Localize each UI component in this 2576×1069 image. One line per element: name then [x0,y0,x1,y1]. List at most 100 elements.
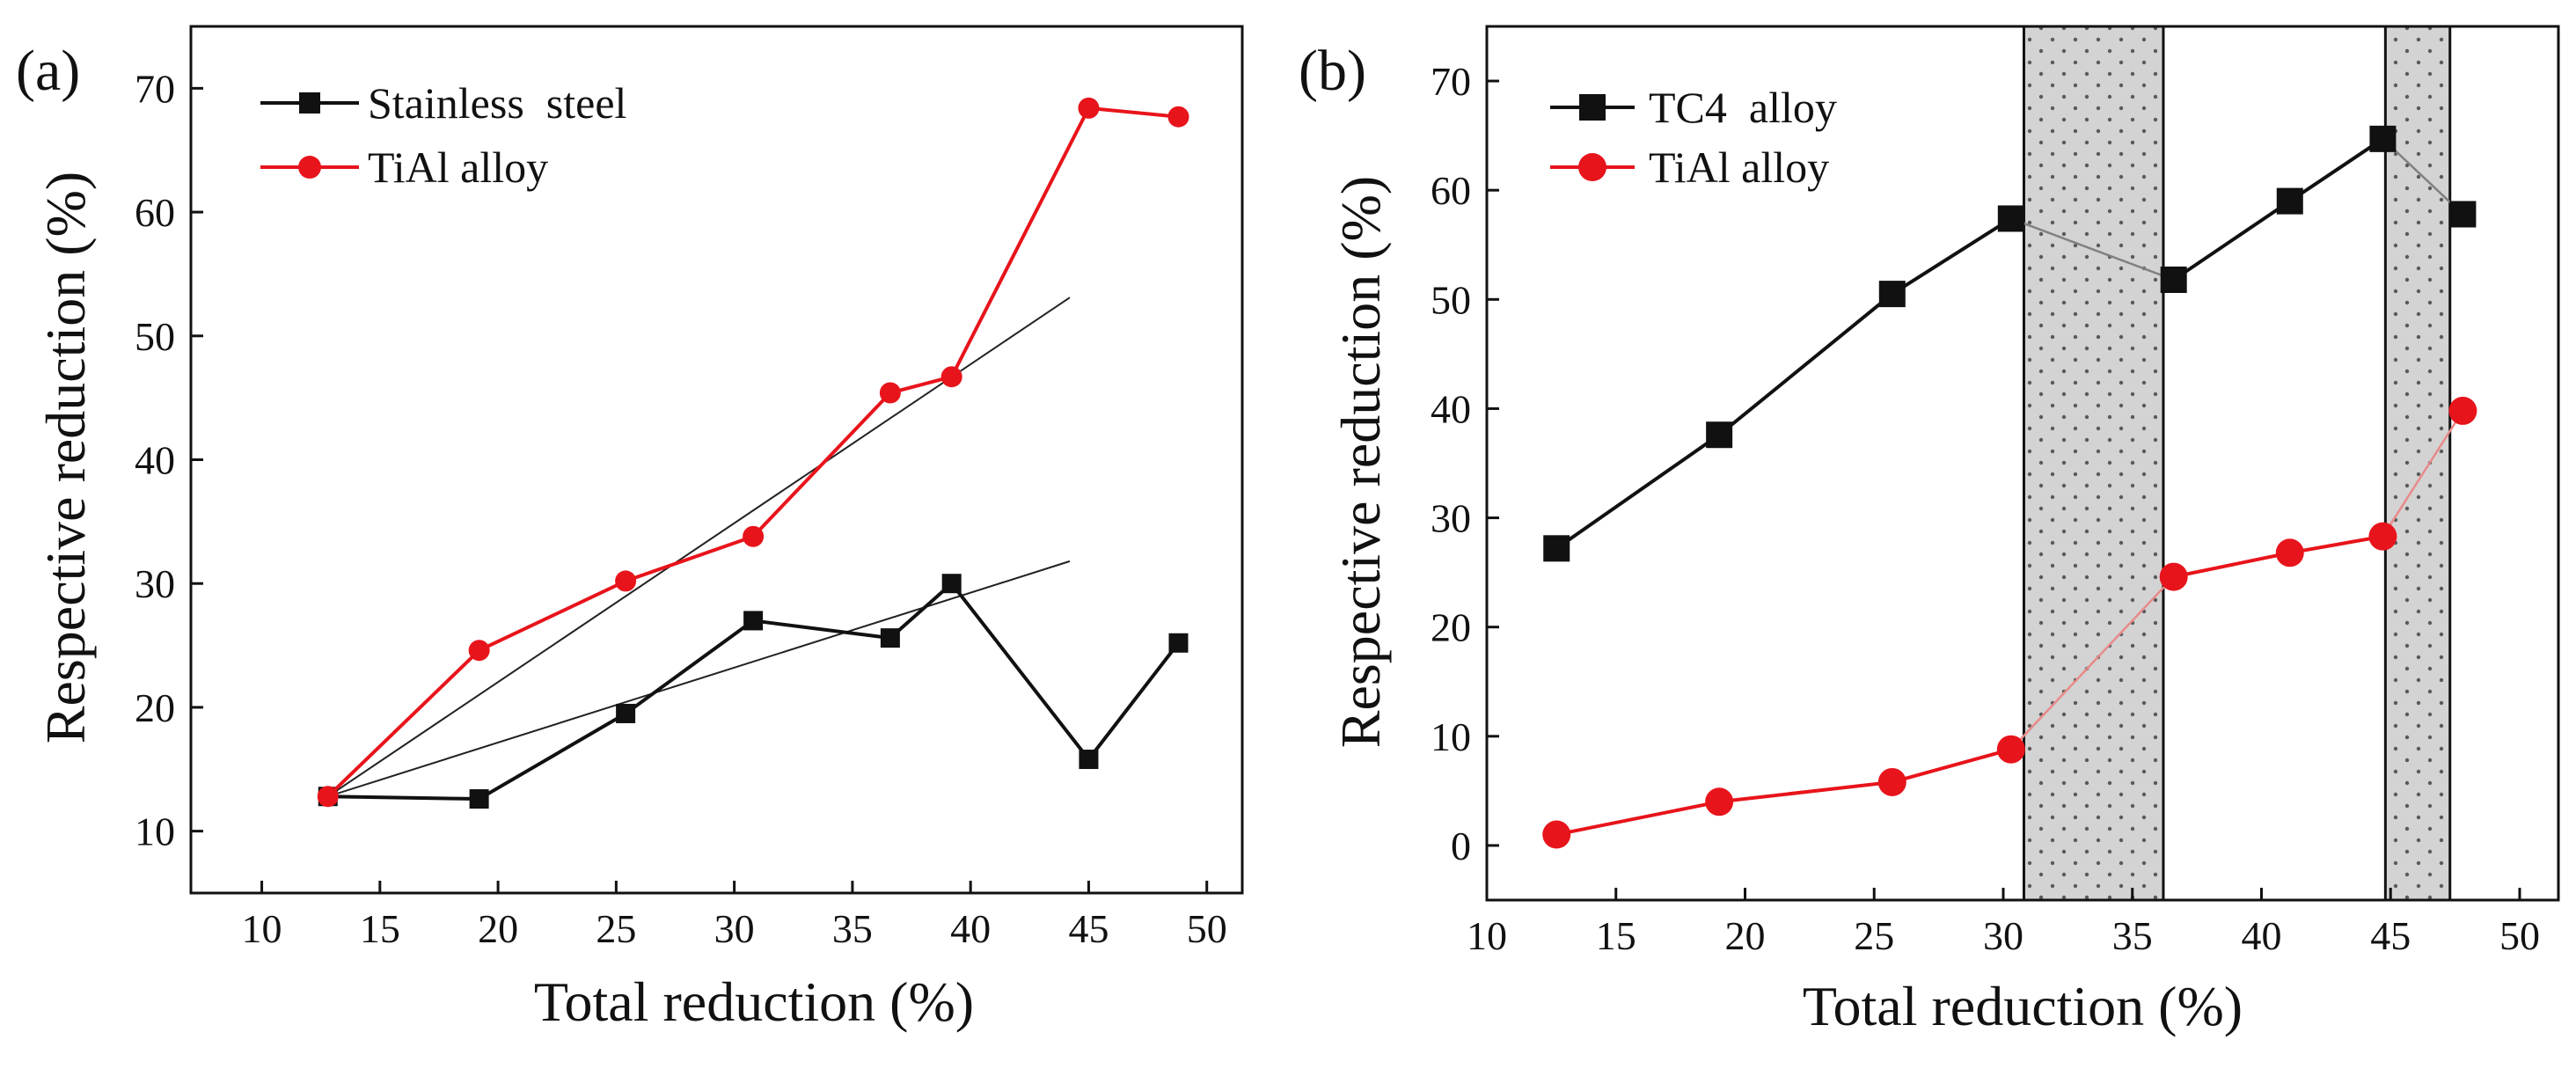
panel-a-tial-segment-1 [326,648,481,798]
panel-a-stainless-steel-segment-5 [889,582,954,640]
panel-a-x-axis-title: Total reduction (%) [534,970,974,1033]
panel-a-tial-point-1 [317,786,339,808]
panel-b-tial-segment-4 [2009,575,2175,750]
panel-a-y-tick-label-60: 60 [135,190,175,235]
panel-a-y-tick-label-10: 10 [135,809,175,854]
panel-b-y-tick-label-40: 40 [1431,386,1471,431]
panel-b: (b) 10 15 20 25 30 35 40 45 50 0 10 20 30 40 50 60 70 TC… [1299,25,2560,1037]
panel-a-axis-ticks: 10 15 20 25 30 35 40 45 50 10 20 30 40 50 60 70 [135,66,1227,951]
panel-b-tc4-segment-6 [2288,137,2384,203]
panel-b-x-tick-label-50: 50 [2499,913,2540,958]
panel-a-tial-point-2 [468,640,490,662]
panel-b-tc4-segment-7 [2382,137,2464,216]
panel-a-plot-frame [189,25,1244,895]
panel-a-tial-segment-2 [478,579,626,653]
panel-b-tc4-segment-2 [1717,292,1894,436]
panel-a-tial-point-5 [879,382,901,404]
panel-b-y-tick-label-50: 50 [1431,277,1471,322]
panel-a-y-tick-label-50: 50 [135,314,175,359]
panel-b-plot-frame [1485,25,2560,902]
panel-a-y-tick-label-40: 40 [135,438,175,483]
panel-a-x-tick-label-50: 50 [1187,906,1227,951]
panel-b-tial-segment-5 [2173,551,2291,579]
panel-b-tc4-point-8 [2449,201,2477,228]
panel-b-shaded-region-1 [2022,25,2165,902]
panel-a-stainless-steel-segment-4 [752,619,891,641]
panel-b-y-tick-label-60: 60 [1431,168,1471,213]
panel-a-y-tick-label-70: 70 [135,66,175,111]
panel-b-legend-label-tial: TiAl alloy [1649,143,1829,192]
panel-b-x-axis-title: Total reduction (%) [1803,975,2243,1037]
panel-b-tial-point-6 [2275,538,2304,567]
panel-b-tial-segment-7 [2382,410,2464,538]
panel-a-x-tick-label-30: 30 [714,906,755,951]
panel-a-stainless-steel-segment-2 [478,712,627,801]
panel-a-y-axis-title: Respective reduction (%) [34,172,97,743]
panel-a-y-tick-label-30: 30 [135,561,175,606]
panel-b-x-tick-label-15: 15 [1596,913,1636,958]
panel-a-stainless-steel-point-2 [469,789,489,809]
panel-b-x-tick-label-20: 20 [1724,913,1765,958]
panel-a-stainless-steel-segment-3 [624,619,755,715]
panel-a-stainless-steel-point-8 [1168,633,1189,653]
panel-a-stainless-steel-segment-6 [950,582,1091,761]
panel-b-tial-point-2 [1705,787,1734,816]
panel-a-fit-line-1 [327,560,1071,798]
panel-a-y-tick-label-20: 20 [135,685,175,730]
panel-b-series [1542,125,2477,849]
panel-a-x-tick-label-15: 15 [360,906,400,951]
panel-a-tial-point-4 [743,525,765,547]
panel-a-stainless-steel-point-7 [1079,750,1099,770]
panel-a-stainless-steel-point-3 [616,703,636,723]
panel-a-tial-segment-7 [1088,106,1179,119]
panel-b-tial-segment-1 [1555,800,1720,837]
panel-a-legend-label-tial: TiAl alloy [368,143,548,192]
panel-b-y-tick-label-70: 70 [1431,59,1471,104]
panel-b-legend-label-tc4: TC4 alloy [1649,83,1837,132]
panel-a-x-tick-label-45: 45 [1068,906,1109,951]
panel-b-x-tick-label-35: 35 [2112,913,2153,958]
panel-b-legend: TC4 alloy TiAl alloy [1550,83,1837,192]
panel-b-tial-point-3 [1877,767,1906,796]
panel-b-tc4-point-4 [1997,205,2024,232]
panel-b-tc4-segment-5 [2172,199,2291,282]
panel-b-tc4-segment-1 [1555,433,1721,550]
panel-a-tial-point-7 [1078,97,1100,119]
panel-b-x-tick-label-45: 45 [2370,913,2411,958]
panel-b-y-tick-label-20: 20 [1431,605,1471,650]
panel-b-x-tick-label-30: 30 [1983,913,2023,958]
panel-b-tial-point-4 [1996,735,2025,764]
panel-b-y-tick-label-30: 30 [1431,496,1471,541]
panel-b-label: (b) [1299,39,1366,103]
panel-a-x-tick-label-35: 35 [832,906,873,951]
panel-b-tial-point-8 [2448,396,2477,425]
panel-a-legend-marker-tial [298,156,321,179]
panel-b-y-tick-label-10: 10 [1431,714,1471,759]
panel-a-stainless-steel-point-5 [880,628,900,648]
panel-a-x-tick-label-25: 25 [596,906,636,951]
panel-a-series [317,97,1189,809]
panel-b-legend-marker-tial [1578,153,1606,181]
panel-b-tc4-point-3 [1878,281,1906,308]
panel-a-legend-label-stainless: Stainless steel [368,78,626,128]
panel-a-stainless-steel-segment-7 [1087,641,1181,761]
panel-a-stainless-steel-segment-1 [327,794,479,802]
panel-b-tial-segment-2 [1718,780,1893,804]
panel-a-x-tick-label-10: 10 [242,906,282,951]
panel-b-tc4-point-5 [2160,266,2187,293]
panel-b-shaded-regions [2022,25,2452,902]
panel-b-tial-point-7 [2368,522,2397,551]
panel-b-tc4-point-7 [2369,125,2397,152]
panel-a-tial-point-6 [940,366,962,388]
panel-b-x-tick-label-25: 25 [1854,913,1894,958]
panel-b-x-tick-label-40: 40 [2241,913,2281,958]
panel-b-y-axis-title: Respective reduction (%) [1329,176,1392,748]
panel-a: (a) 10 15 20 25 30 35 40 45 50 10 20 30 40 50 60 70 Sta… [16,25,1244,1033]
panel-b-tc4-point-2 [1706,421,1733,449]
panel-a-tial-segment-4 [751,392,892,538]
panel-a-stainless-steel-point-4 [743,611,764,631]
panel-b-tial-point-1 [1542,820,1571,849]
panel-a-label: (a) [16,39,80,103]
panel-a-tial-segment-6 [949,106,1091,378]
